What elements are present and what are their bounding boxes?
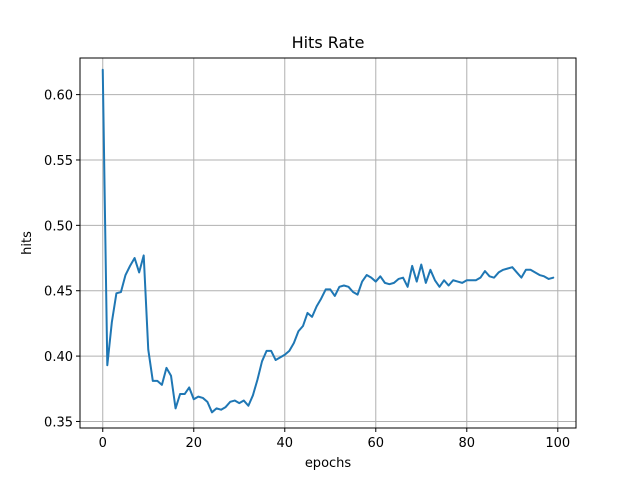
x-axis-label: epochs [305, 456, 352, 471]
series-line [101, 68, 555, 414]
x-tick-label: 40 [276, 436, 293, 451]
y-tick-label: 0.40 [44, 350, 73, 365]
grid-lines [80, 58, 576, 428]
y-tick-label: 0.50 [44, 219, 73, 234]
y-tick-label: 0.55 [44, 154, 73, 169]
y-axis-label: hits [20, 231, 35, 255]
x-tick-label: 80 [459, 436, 476, 451]
plot-frame [79, 57, 577, 429]
x-tick-label: 0 [99, 436, 107, 451]
y-tick-label: 0.45 [44, 285, 73, 300]
y-axis-ticks: 0.35 0.40 0.45 0.50 0.55 0.60 [44, 89, 80, 430]
x-tick-label: 100 [545, 436, 570, 451]
series-layer [101, 68, 555, 414]
y-tick-label: 0.60 [44, 89, 73, 104]
x-tick-label: 60 [368, 436, 385, 451]
x-axis-ticks: 0 20 40 60 80 100 [99, 428, 570, 451]
chart-title: Hits Rate [292, 33, 365, 52]
y-tick-label: 0.35 [44, 415, 73, 430]
x-tick-label: 20 [185, 436, 202, 451]
